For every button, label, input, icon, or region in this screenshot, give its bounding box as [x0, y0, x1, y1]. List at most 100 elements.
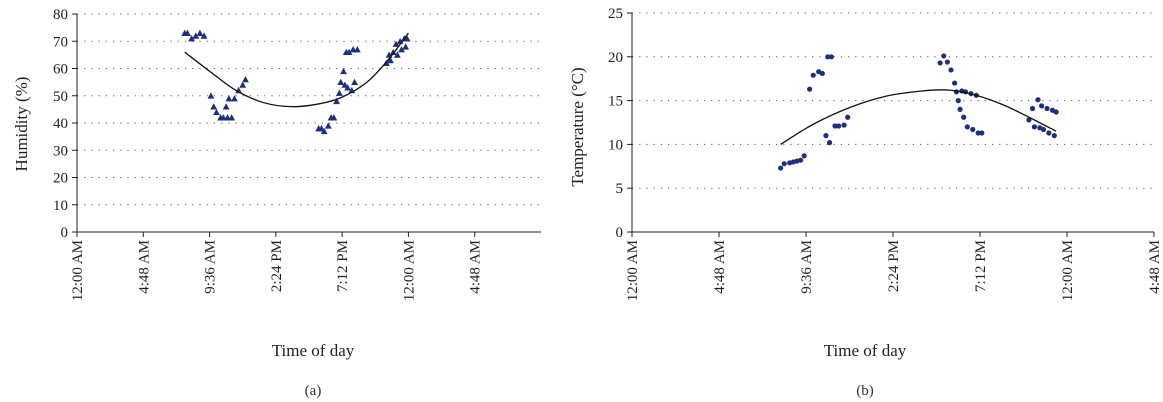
- data-point: [353, 46, 361, 53]
- x-tick-label: 9:36 AM: [799, 240, 815, 294]
- data-point: [781, 161, 787, 167]
- y-tick-label: 0: [616, 225, 624, 241]
- y-tick-label: 50: [53, 89, 68, 105]
- data-point: [836, 123, 842, 129]
- x-tick-label: 4:48 AM: [712, 240, 728, 294]
- y-tick-label: 5: [616, 181, 624, 197]
- x-tick-label: 2:24 PM: [886, 240, 902, 292]
- data-point: [819, 70, 825, 77]
- y-tick-label: 15: [608, 94, 623, 110]
- data-point: [351, 78, 358, 86]
- y-tick-label: 70: [53, 34, 68, 50]
- data-point: [841, 122, 847, 128]
- data-point: [1031, 124, 1037, 130]
- data-point: [807, 86, 813, 92]
- x-tick-label: 12:00 AM: [1060, 240, 1076, 301]
- humidity-chart: Humidity (%) Time of day (a) 0 10 20 30 40 50…: [12, 7, 541, 399]
- data-point: [778, 165, 784, 171]
- data-point: [213, 108, 220, 115]
- data-point: [340, 67, 347, 75]
- data-point: [392, 40, 400, 47]
- y-tick-label: 80: [53, 7, 68, 23]
- data-point: [330, 114, 338, 121]
- data-point: [801, 153, 807, 159]
- data-point: [228, 114, 236, 121]
- y-tick-label: 10: [608, 137, 623, 153]
- trendline: [184, 32, 409, 108]
- data-point: [196, 29, 204, 36]
- data-point: [402, 43, 410, 50]
- data-point: [345, 48, 353, 56]
- data-point: [184, 29, 191, 36]
- x-tick-label: 7:12 PM: [335, 240, 351, 292]
- y-tick-label: 40: [53, 116, 68, 132]
- y-axis-label: Humidity (%): [12, 77, 31, 172]
- data-point: [832, 123, 838, 129]
- data-point: [335, 89, 343, 96]
- data-point: [979, 130, 985, 136]
- x-tick-label: 4:48 AM: [1147, 240, 1163, 294]
- data-point: [1046, 130, 1052, 136]
- data-point: [970, 126, 976, 133]
- x-tick-label: 4:48 AM: [468, 240, 484, 294]
- data-point: [231, 95, 238, 102]
- x-tick-label: 12:00 AM: [401, 240, 417, 301]
- data-point: [222, 103, 230, 110]
- data-point: [210, 103, 218, 110]
- data-point: [955, 98, 961, 104]
- y-tick-label: 25: [608, 6, 623, 22]
- data-point: [1053, 109, 1059, 115]
- data-point: [403, 35, 411, 42]
- data-point: [826, 140, 833, 146]
- data-point: [952, 80, 958, 86]
- data-point: [324, 122, 332, 129]
- data-point: [948, 67, 954, 73]
- y-tick-label: 0: [61, 225, 69, 241]
- y-tick-label: 20: [53, 171, 68, 187]
- data-point: [239, 81, 247, 88]
- data-point: [964, 124, 970, 130]
- x-tick-label: 9:36 AM: [203, 240, 219, 294]
- data-point: [192, 32, 200, 39]
- data-point: [320, 127, 328, 135]
- y-tick-label: 20: [608, 50, 623, 66]
- x-tick-label: 7:12 PM: [973, 240, 989, 292]
- data-point: [398, 46, 405, 53]
- data-point: [823, 133, 829, 139]
- data-point: [1044, 105, 1050, 112]
- data-point: [957, 106, 963, 112]
- y-tick-label: 30: [53, 143, 68, 159]
- data-point: [828, 54, 834, 60]
- data-point: [1029, 105, 1036, 112]
- data-point: [1035, 97, 1041, 103]
- data-point: [810, 72, 816, 78]
- data-point: [337, 78, 345, 86]
- data-point: [961, 114, 967, 120]
- data-point: [797, 157, 804, 163]
- x-axis-label: Time of day: [824, 341, 907, 360]
- x-tick-label: 12:00 AM: [70, 240, 86, 301]
- panel-label: (b): [856, 383, 874, 399]
- data-point: [937, 60, 943, 66]
- data-point: [242, 76, 249, 83]
- data-point: [393, 51, 401, 58]
- data-point: [344, 84, 352, 91]
- data-point: [975, 130, 981, 136]
- y-axis-label: Temperature (°C): [568, 67, 587, 186]
- trendline: [780, 89, 1057, 145]
- data-point: [387, 56, 394, 64]
- y-tick-label: 10: [53, 198, 68, 214]
- data-point: [825, 54, 831, 60]
- data-point: [207, 92, 215, 99]
- temperature-chart: Temperature (°C) Time of day (b) 0 5 10 15 2…: [568, 6, 1163, 399]
- x-tick-label: 4:48 AM: [136, 240, 152, 294]
- x-axis-label: Time of day: [272, 341, 355, 360]
- data-point: [333, 97, 341, 105]
- panel-label: (a): [305, 383, 322, 399]
- data-point: [200, 32, 208, 39]
- data-point: [188, 35, 196, 42]
- x-tick-label: 12:00 AM: [625, 240, 641, 301]
- data-point: [389, 48, 397, 56]
- x-tick-label: 2:24 PM: [269, 240, 285, 292]
